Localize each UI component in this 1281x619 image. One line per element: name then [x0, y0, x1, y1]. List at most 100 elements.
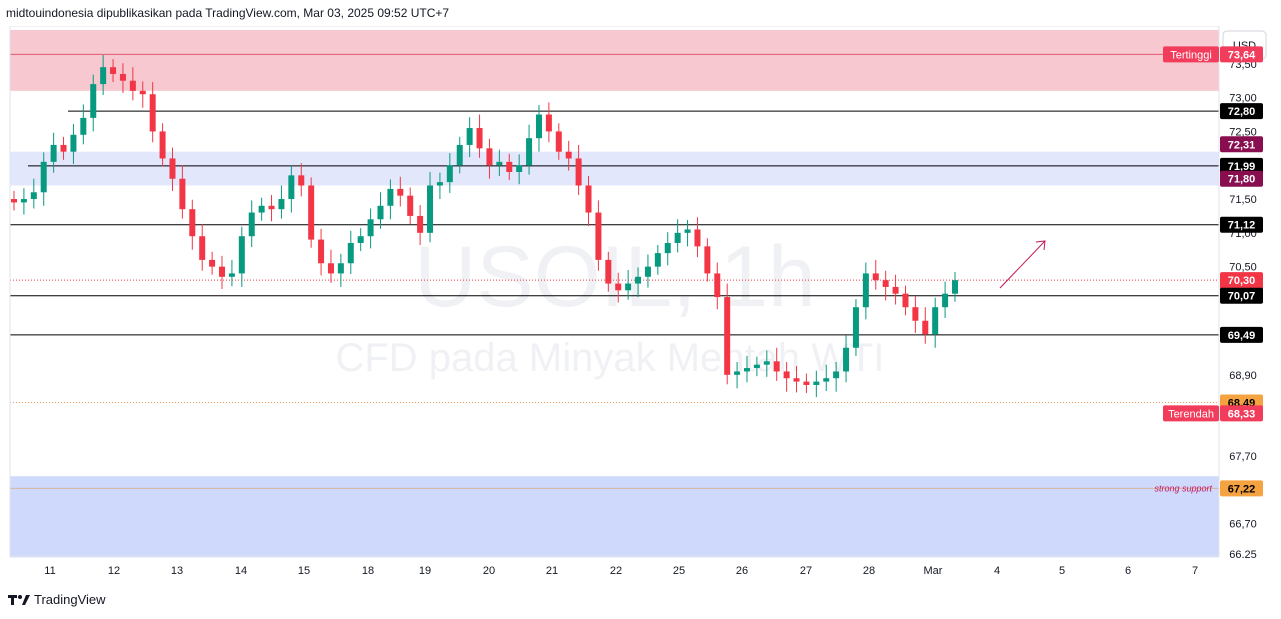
candle-body[interactable] — [674, 232, 681, 243]
candle-body[interactable] — [278, 199, 285, 210]
candle-body[interactable] — [308, 185, 315, 240]
candle-body[interactable] — [90, 84, 97, 118]
candle-body[interactable] — [70, 134, 77, 152]
candle-body[interactable] — [496, 161, 503, 166]
price-label[interactable] — [1220, 157, 1263, 174]
candle-body[interactable] — [803, 381, 810, 385]
candle-body[interactable] — [466, 128, 473, 145]
candle-body[interactable] — [902, 293, 909, 308]
candle-body[interactable] — [526, 138, 533, 166]
candle-body[interactable] — [248, 212, 255, 237]
candle-body[interactable] — [506, 161, 513, 172]
candle-body[interactable] — [219, 266, 226, 277]
candle-body[interactable] — [575, 158, 582, 186]
candle-body[interactable] — [644, 266, 651, 277]
candle-body[interactable] — [932, 307, 939, 335]
candle-body[interactable] — [228, 273, 235, 277]
candle-body[interactable] — [149, 94, 156, 132]
candle-body[interactable] — [664, 242, 671, 254]
candle-body[interactable] — [318, 239, 325, 264]
candle-body[interactable] — [60, 144, 67, 152]
candle-body[interactable] — [446, 165, 453, 183]
price-label[interactable] — [1220, 405, 1263, 422]
candle-body[interactable] — [199, 236, 206, 260]
candle-body[interactable] — [793, 378, 800, 382]
candle-body[interactable] — [397, 188, 404, 196]
candle-body[interactable] — [80, 117, 87, 135]
candle-body[interactable] — [763, 361, 770, 365]
price-label[interactable] — [1220, 216, 1263, 233]
candle-body[interactable] — [238, 236, 245, 274]
candle-body[interactable] — [625, 283, 632, 291]
candle-body[interactable] — [635, 276, 642, 284]
candle-body[interactable] — [555, 131, 562, 152]
candle-body[interactable] — [169, 158, 176, 179]
candle-body[interactable] — [327, 263, 334, 274]
price-label[interactable] — [1220, 326, 1263, 343]
candle-body[interactable] — [585, 185, 592, 213]
trend-arrow[interactable] — [999, 240, 1046, 289]
candle-body[interactable] — [288, 175, 295, 200]
candle-body[interactable] — [615, 283, 622, 291]
footer-brand[interactable]: TradingView — [34, 592, 106, 607]
candle-body[interactable] — [436, 182, 443, 186]
candle-body[interactable] — [773, 361, 780, 372]
candle-body[interactable] — [852, 307, 859, 348]
candle-body[interactable] — [119, 73, 126, 81]
candle-body[interactable] — [783, 371, 790, 379]
candle-body[interactable] — [427, 185, 434, 233]
candle-body[interactable] — [258, 205, 265, 213]
price-label[interactable] — [1220, 46, 1263, 63]
candle-body[interactable] — [179, 178, 186, 210]
candle-body[interactable] — [942, 293, 949, 308]
candle-body[interactable] — [40, 161, 47, 193]
price-label[interactable] — [1220, 136, 1263, 153]
candle-body[interactable] — [209, 259, 216, 267]
candle-body[interactable] — [110, 67, 117, 74]
candle-body[interactable] — [833, 371, 840, 379]
price-label[interactable] — [1220, 170, 1263, 187]
tradingview-logo-icon[interactable] — [8, 593, 30, 607]
candle-body[interactable] — [516, 165, 523, 172]
candle-body[interactable] — [357, 236, 364, 243]
candle-body[interactable] — [882, 280, 889, 287]
candle-body[interactable] — [159, 131, 166, 159]
candle-body[interactable] — [694, 229, 701, 247]
candle-body[interactable] — [129, 80, 136, 91]
candle-body[interactable] — [565, 151, 572, 159]
price-label[interactable] — [1220, 287, 1263, 304]
candle-body[interactable] — [545, 114, 552, 132]
candle-body[interactable] — [892, 286, 899, 294]
candle-body[interactable] — [743, 368, 750, 372]
price-chart[interactable]: USOIL, 1h CFD pada Minyak Mentah WTI stron… — [0, 26, 1281, 586]
candle-body[interactable] — [298, 175, 305, 186]
candle-body[interactable] — [813, 381, 820, 385]
price-label[interactable] — [1220, 103, 1263, 120]
candle-body[interactable] — [476, 128, 483, 149]
candle-body[interactable] — [30, 192, 37, 200]
candle-body[interactable] — [337, 263, 344, 274]
candle-body[interactable] — [456, 144, 463, 166]
candle-body[interactable] — [605, 259, 612, 284]
candle-body[interactable] — [11, 199, 17, 203]
candle-body[interactable] — [417, 215, 424, 233]
candle-body[interactable] — [952, 280, 958, 294]
candle-body[interactable] — [734, 371, 741, 375]
candle-body[interactable] — [535, 114, 542, 139]
candle-body[interactable] — [823, 378, 830, 382]
candle-body[interactable] — [139, 90, 146, 95]
candle-body[interactable] — [347, 242, 354, 264]
candle-body[interactable] — [377, 205, 384, 220]
candle-body[interactable] — [100, 67, 107, 85]
candle-body[interactable] — [724, 297, 731, 375]
candle-body[interactable] — [922, 320, 929, 335]
candle-body[interactable] — [872, 273, 879, 281]
candle-body[interactable] — [843, 347, 850, 372]
candle-body[interactable] — [268, 205, 275, 210]
candle-body[interactable] — [20, 199, 27, 203]
candle-body[interactable] — [912, 307, 919, 321]
candle-body[interactable] — [654, 253, 661, 267]
price-label[interactable] — [1220, 480, 1263, 497]
candle-body[interactable] — [704, 246, 711, 274]
candle-body[interactable] — [862, 273, 869, 308]
